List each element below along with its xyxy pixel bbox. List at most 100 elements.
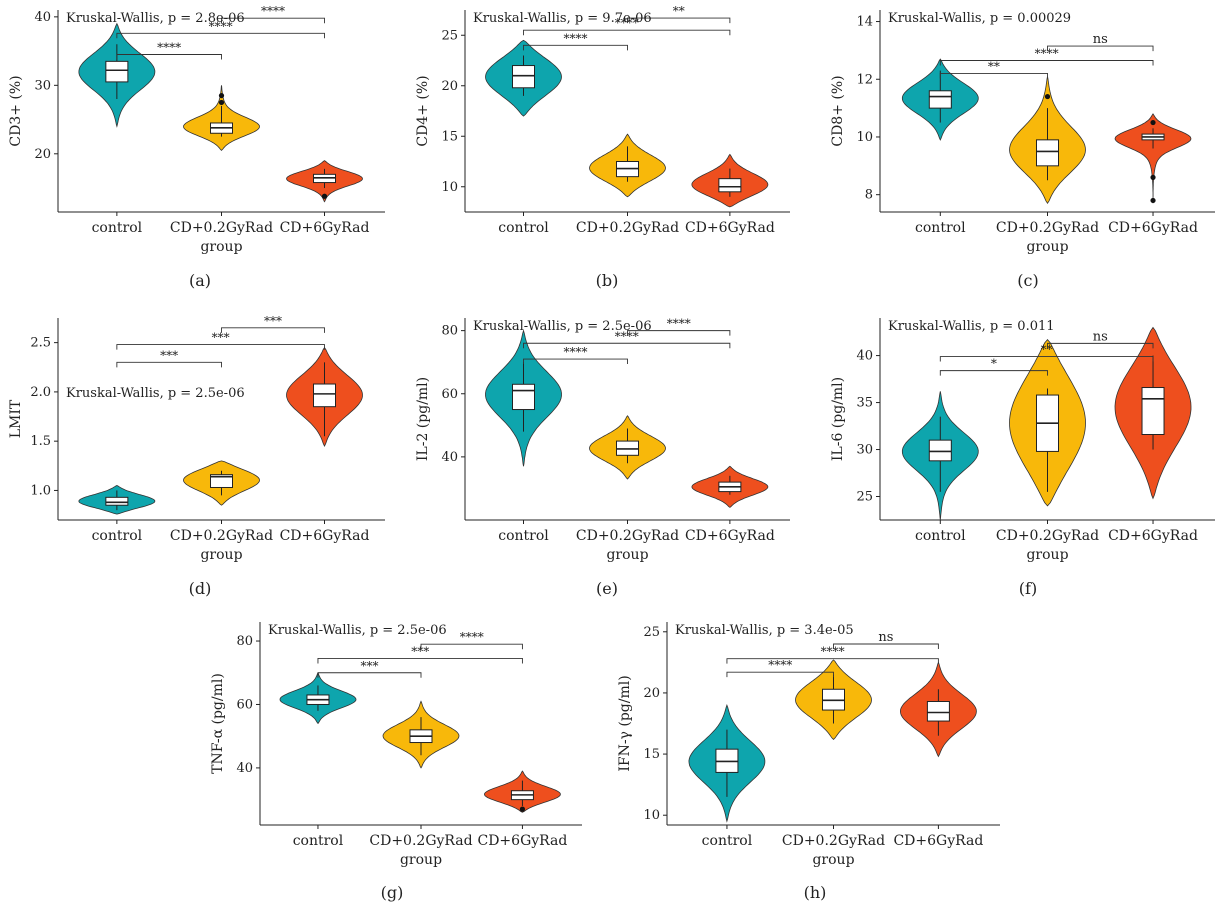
panel-4: 1.0 1.5 2.0 2.5 LMIT control CD+0.2GyRad CD+6Gy… <box>8 314 385 598</box>
significance-bracket <box>116 54 222 60</box>
y-tick-label: 2.0 <box>30 385 51 400</box>
significance-bracket <box>833 643 939 650</box>
y-tick-label: 20 <box>643 686 660 701</box>
y-axis-label: IFN-γ (pg/ml) <box>617 675 633 771</box>
significance-bracket <box>221 17 325 24</box>
iqr-box <box>313 383 337 408</box>
y-axis-label: CD8+ (%) <box>830 75 846 146</box>
significance-label: **** <box>157 41 181 55</box>
y-tick-label: 40 <box>856 349 873 364</box>
significance-bracket <box>627 330 731 336</box>
significance-bracket <box>523 29 731 36</box>
significance-bracket <box>523 342 731 349</box>
y-tick-label: 20 <box>441 79 458 94</box>
significance-label: **** <box>460 630 484 644</box>
y-tick-label: 60 <box>236 697 253 712</box>
y-tick-label: 80 <box>441 324 458 339</box>
x-tick-label: CD+6GyRad <box>280 220 370 236</box>
significance-label: **** <box>768 658 792 672</box>
panel-5: 40 60 80 IL-2 (pg/ml) control CD+0.2GyRad CD+6… <box>415 317 790 598</box>
iqr-box <box>926 700 950 722</box>
y-tick-label: 40 <box>34 10 51 25</box>
x-tick-label: CD+0.2GyRad <box>576 220 679 236</box>
kruskal-wallis-annotation: Kruskal-Wallis, p = 2.5e-06 <box>66 386 245 401</box>
y-tick-label: 15 <box>643 747 660 762</box>
x-tick-label: control <box>92 528 143 544</box>
significance-label: *** <box>411 644 429 658</box>
significance-bracket <box>726 658 939 664</box>
significance-bracket <box>317 658 523 664</box>
kruskal-wallis-annotation: Kruskal-Wallis, p = 0.011 <box>888 319 1055 334</box>
x-tick-label: CD+0.2GyRad <box>782 833 885 849</box>
y-axis-label: IL-6 (pg/ml) <box>830 377 846 461</box>
panel-8: 10 15 20 25 IFN-γ (pg/ml) control CD+0.2GyRad C… <box>617 622 1000 902</box>
x-tick-label: CD+6GyRad <box>685 528 775 544</box>
significance-bracket <box>116 344 325 350</box>
x-tick-label: CD+0.2GyRad <box>576 528 679 544</box>
significance-label: ns <box>878 630 893 645</box>
significance-bracket <box>939 370 1048 376</box>
y-tick-label: 2.5 <box>30 336 51 351</box>
significance-bracket <box>939 73 1048 79</box>
significance-label: **** <box>615 16 639 30</box>
panel-6: 25 30 35 40 IL-6 (pg/ml) control CD+0.2GyRad CD… <box>830 318 1215 598</box>
significance-bracket <box>627 17 731 24</box>
x-tick-label: CD+0.2GyRad <box>369 833 472 849</box>
significance-label: **** <box>564 345 588 359</box>
significance-label: ** <box>673 4 685 18</box>
iqr-box <box>928 90 952 109</box>
outlier-point <box>321 193 328 199</box>
panel-2: 10 15 20 25 CD4+ (%) control CD+0.2GyRad CD+6Gy… <box>415 4 790 290</box>
significance-label: **** <box>1035 47 1059 61</box>
y-tick-label: 25 <box>441 28 458 43</box>
y-axis-label: IL-2 (pg/ml) <box>415 377 431 461</box>
significance-bracket <box>939 356 1154 362</box>
significance-label: *** <box>160 348 178 362</box>
x-tick-label: control <box>92 220 143 236</box>
x-axis-label: group <box>400 852 442 868</box>
iqr-box <box>105 60 129 83</box>
iqr-box <box>512 65 535 89</box>
significance-label: ns <box>1093 32 1108 47</box>
significance-label: **** <box>564 31 588 45</box>
iqr-box <box>1141 387 1165 436</box>
outlier-point <box>1150 119 1156 126</box>
significance-label: *** <box>264 314 282 328</box>
x-tick-label: control <box>498 528 549 544</box>
y-tick-label: 40 <box>236 761 253 776</box>
violin-3 <box>1114 113 1192 204</box>
y-tick-label: 60 <box>441 387 458 402</box>
kruskal-wallis-annotation: Kruskal-Wallis, p = 9.7e-06 <box>473 11 652 26</box>
y-tick-label: 30 <box>856 443 873 458</box>
significance-bracket <box>116 361 222 368</box>
significance-bracket <box>523 44 628 51</box>
significance-bracket <box>317 672 422 678</box>
significance-bracket <box>939 60 1154 66</box>
y-tick-label: 30 <box>34 78 51 93</box>
y-tick-label: 12 <box>856 72 873 87</box>
significance-bracket <box>1047 45 1154 52</box>
y-axis-label: TNF-α (pg/ml) <box>210 673 226 774</box>
y-tick-label: 8 <box>865 188 873 203</box>
iqr-box <box>718 178 742 193</box>
panel-caption: (h) <box>804 883 827 902</box>
significance-label: **** <box>261 4 285 18</box>
x-axis-label: group <box>200 547 242 563</box>
significance-bracket <box>523 358 628 365</box>
panel-caption: (b) <box>596 271 619 290</box>
panel-caption: (e) <box>596 579 618 598</box>
panel-caption: (d) <box>189 579 212 598</box>
significance-bracket <box>221 327 325 333</box>
kruskal-wallis-annotation: Kruskal-Wallis, p = 3.4e-05 <box>675 623 854 638</box>
y-tick-label: 25 <box>856 490 873 505</box>
y-axis-label: CD3+ (%) <box>8 75 24 146</box>
panel-7: 40 60 80 TNF-α (pg/ml) control CD+0.2GyRad CD+… <box>210 622 582 902</box>
y-tick-label: 25 <box>643 625 660 640</box>
x-tick-label: CD+0.2GyRad <box>996 528 1099 544</box>
outlier-point <box>1044 93 1051 100</box>
y-axis-label: CD4+ (%) <box>415 75 431 146</box>
x-tick-label: CD+0.2GyRad <box>170 220 273 236</box>
y-tick-label: 10 <box>643 808 660 823</box>
significance-label: **** <box>615 329 639 343</box>
